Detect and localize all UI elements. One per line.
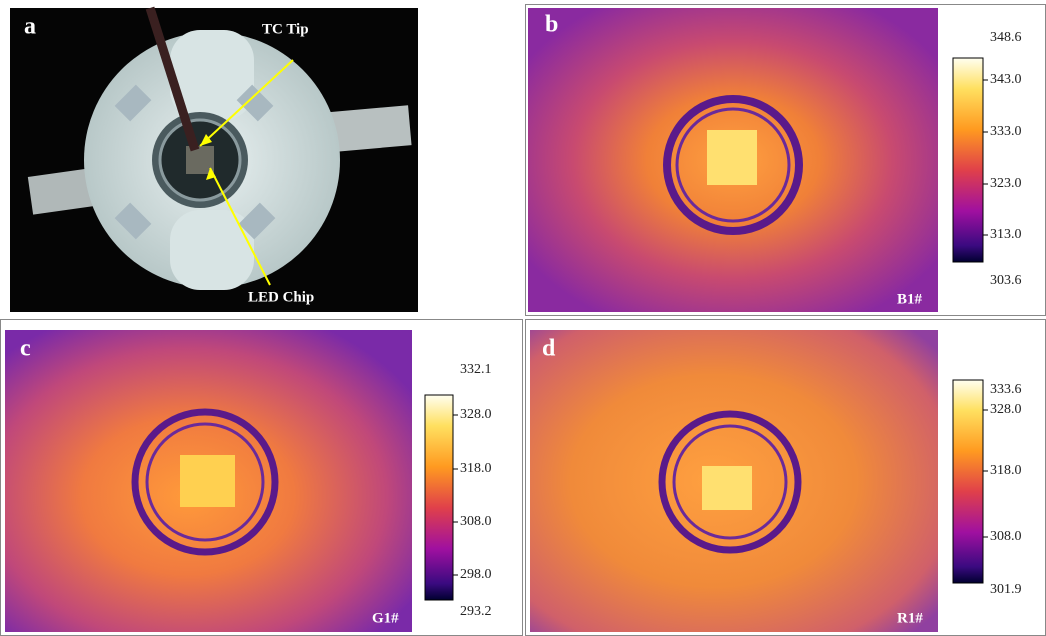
colorbar-label: 308.0 — [990, 529, 1022, 544]
colorbar — [953, 58, 983, 262]
colorbar-label: 293.2 — [460, 604, 492, 619]
colorbar — [425, 395, 453, 600]
colorbar-label: 333.6 — [990, 382, 1022, 397]
panel-letter: d — [542, 336, 556, 362]
thermal-b — [528, 8, 938, 312]
colorbar-label: 328.0 — [460, 407, 492, 422]
annotation: LED Chip — [248, 289, 314, 305]
figure: a TC Tip LED Chip b B1# c G1# d R1# 348.… — [0, 0, 1046, 636]
colorbar-label: 318.0 — [990, 463, 1022, 478]
colorbar-label: 333.0 — [990, 124, 1022, 139]
panel-letter: a — [24, 14, 36, 40]
colorbar-label: 313.0 — [990, 227, 1022, 242]
panel-letter: c — [20, 336, 31, 362]
photo-a — [10, 8, 418, 312]
colorbar-label: 308.0 — [460, 514, 492, 529]
colorbar-label: 332.1 — [460, 362, 492, 377]
panel-tag: G1# — [372, 610, 399, 626]
colorbar-label: 303.6 — [990, 273, 1022, 288]
colorbar-label: 298.0 — [460, 567, 492, 582]
annotation: TC Tip — [262, 21, 309, 37]
panel-letter: b — [545, 12, 558, 38]
thermal-c — [5, 330, 412, 632]
colorbar-label: 323.0 — [990, 176, 1022, 191]
colorbar-label: 328.0 — [990, 402, 1022, 417]
panel-tag: R1# — [897, 610, 923, 626]
panel-tag: B1# — [897, 291, 923, 307]
colorbar-label: 318.0 — [460, 461, 492, 476]
colorbar-label: 343.0 — [990, 72, 1022, 87]
thermal-d — [530, 330, 938, 632]
colorbar-label: 301.9 — [990, 582, 1022, 597]
colorbar — [953, 380, 983, 583]
colorbar-label: 348.6 — [990, 30, 1022, 45]
